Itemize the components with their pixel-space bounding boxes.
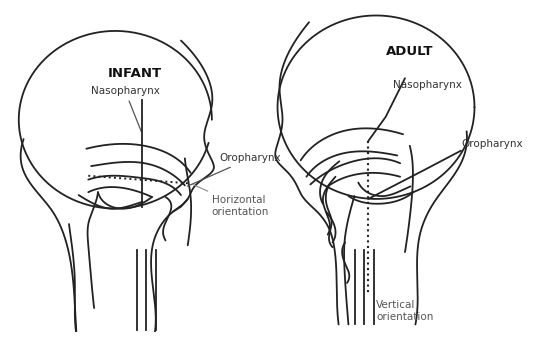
Text: Horizontal
orientation: Horizontal orientation: [193, 185, 269, 217]
Text: Nasopharynx: Nasopharynx: [91, 86, 160, 132]
Text: Oropharynx: Oropharynx: [461, 139, 523, 149]
Text: Nasopharynx: Nasopharynx: [394, 80, 462, 90]
Text: Oropharynx: Oropharynx: [187, 153, 281, 186]
Text: Vertical
orientation: Vertical orientation: [376, 300, 434, 322]
Text: ADULT: ADULT: [386, 45, 434, 58]
Text: INFANT: INFANT: [107, 67, 162, 80]
